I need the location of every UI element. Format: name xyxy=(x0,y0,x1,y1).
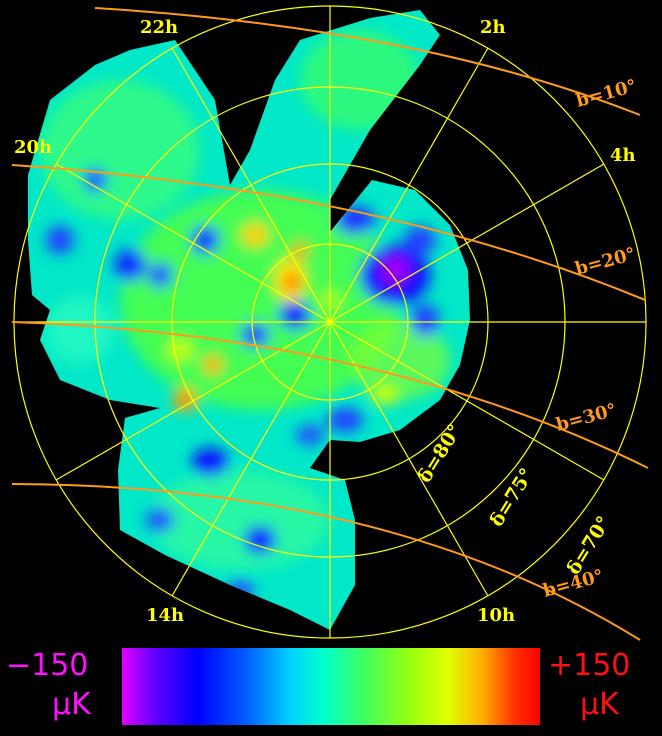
ra-label-4h: 4h xyxy=(610,145,636,166)
ra-label-20h: 20h xyxy=(14,137,52,158)
color-scale: −150 μK +150 μK xyxy=(6,648,630,725)
dec-label-75: δ=75° xyxy=(486,464,539,530)
ra-lines xyxy=(14,6,646,638)
galactic-label-b20: b=20° xyxy=(573,244,638,280)
scale-min-unit: μK xyxy=(52,687,92,722)
ra-label-10h: 10h xyxy=(477,605,515,626)
galactic-label-b30: b=30° xyxy=(554,400,619,436)
galactic-line-b10 xyxy=(94,7,641,116)
dec-label-80: δ=80° xyxy=(414,420,467,486)
scale-max-unit: μK xyxy=(580,687,620,722)
scale-max-value: +150 xyxy=(548,648,630,683)
galactic-line-b30 xyxy=(11,321,649,469)
ra-label-14h: 14h xyxy=(146,605,184,626)
ra-label-2h: 2h xyxy=(480,17,506,38)
galactic-line-b20 xyxy=(11,164,646,301)
ra-labels: 22h 2h 20h 4h 14h 10h xyxy=(14,17,636,626)
dec-labels: δ=80° δ=75° δ=70° xyxy=(414,420,616,578)
color-scale-bar xyxy=(122,648,540,725)
ra-label-22h: 22h xyxy=(140,17,178,38)
galactic-latitude-lines xyxy=(11,7,649,641)
scale-min-value: −150 xyxy=(6,648,88,683)
galactic-line-b40 xyxy=(11,483,641,641)
galactic-label-b10: b=10° xyxy=(574,76,639,112)
